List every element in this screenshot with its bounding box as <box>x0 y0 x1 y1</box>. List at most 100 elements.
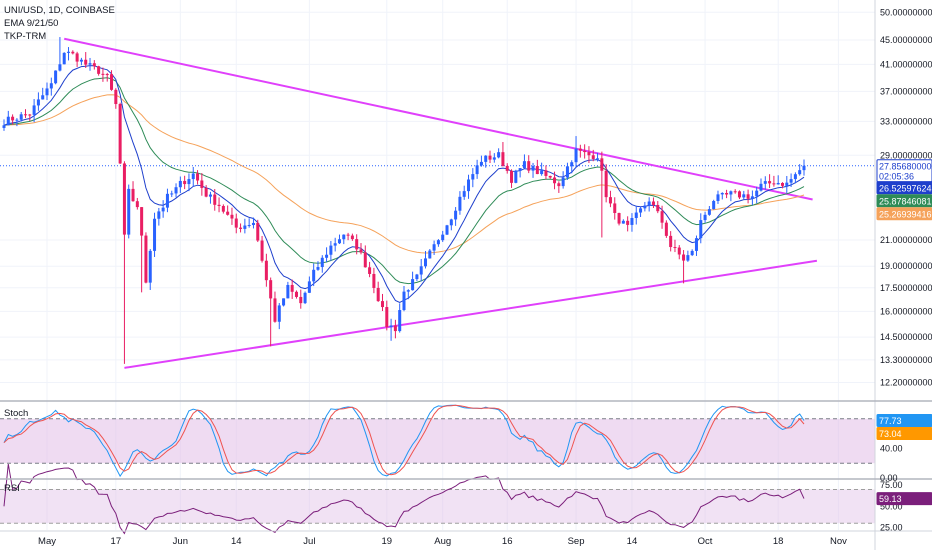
rsi-tick-label-0: 75.00 <box>880 480 903 490</box>
candle-body-4 <box>19 114 23 120</box>
y-tick-label-0: 50.00000000 <box>880 7 932 17</box>
candle-body-83 <box>359 249 363 253</box>
price-tag-2: 25.87846081 <box>876 194 932 208</box>
candle-body-125 <box>540 170 544 175</box>
candle-body-57 <box>247 225 251 227</box>
candle-body-55 <box>239 227 243 229</box>
candle-body-185 <box>798 170 802 175</box>
stoch-k-tag-text-0: 77.73 <box>879 416 902 426</box>
candle-body-116 <box>501 152 505 166</box>
candle-body-79 <box>342 234 346 240</box>
x-tick-label-9: 14 <box>627 536 638 547</box>
y-tick-label-9: 16.00000000 <box>880 306 932 316</box>
candle-body-147 <box>634 212 638 219</box>
candle-body-142 <box>613 203 617 214</box>
candle-body-91 <box>393 325 397 332</box>
price-tag-1-text-0: 26.52597624 <box>879 183 932 193</box>
candle-body-76 <box>329 245 333 255</box>
candle-body-173 <box>746 194 750 199</box>
y-tick-label-4: 33.00000000 <box>880 116 932 126</box>
candle-body-58 <box>251 222 255 226</box>
price-tag-3-text-0: 25.26939416 <box>879 209 932 219</box>
stoch-k-tag: 77.73 <box>876 413 932 427</box>
y-tick-label-3: 37.00000000 <box>880 86 932 96</box>
x-tick-label-10: Oct <box>698 536 713 547</box>
ema-legend[interactable]: EMA 9/21/50 <box>4 18 59 29</box>
candle-body-146 <box>630 218 634 225</box>
trendlines[interactable] <box>64 37 818 369</box>
candle-body-143 <box>617 213 621 224</box>
candle-body-126 <box>544 170 548 176</box>
rsi-legend[interactable]: RSI <box>4 483 20 494</box>
candle-body-169 <box>729 191 733 195</box>
stoch-d-tag-text-0: 73.04 <box>879 429 902 439</box>
candle-body-95 <box>411 279 415 291</box>
candle-body-154 <box>664 222 668 236</box>
price-tag-1-bg <box>876 181 932 195</box>
candle-body-167 <box>720 192 724 195</box>
candle-body-17 <box>75 53 79 62</box>
candle-body-174 <box>750 196 754 199</box>
candle-body-40 <box>174 187 178 194</box>
stoch-tick-label-1: 0.00 <box>880 473 898 483</box>
candle-body-31 <box>135 201 139 208</box>
stoch-d-tag: 73.04 <box>876 426 932 440</box>
candle-body-127 <box>548 175 552 178</box>
candle-body-112 <box>484 155 488 162</box>
candle-body-170 <box>733 191 737 193</box>
candle-body-186 <box>802 165 806 171</box>
candle-body-61 <box>264 260 268 281</box>
rsi-value-tag-text-0: 59.13 <box>879 494 902 504</box>
x-tick-label-3: 14 <box>231 536 242 547</box>
price-tag-3-bg <box>876 207 932 221</box>
stoch-k-line <box>3 404 805 478</box>
candle-body-45 <box>196 173 200 181</box>
y-tick-label-8: 17.50000000 <box>880 283 932 293</box>
tkp-legend[interactable]: TKP-TRM <box>4 31 47 42</box>
candle-body-177 <box>763 181 767 184</box>
candle-body-42 <box>183 180 187 185</box>
candle-body-103 <box>445 225 449 235</box>
candle-body-158 <box>682 254 686 261</box>
candle-body-16 <box>71 51 75 54</box>
candle-body-85 <box>368 267 372 274</box>
stoch-legend[interactable]: Stoch <box>4 408 29 419</box>
candle-body-113 <box>488 155 492 160</box>
candle-body-105 <box>454 210 458 220</box>
trendline-1 <box>124 259 818 369</box>
candle-body-51 <box>221 205 225 212</box>
y-tick-label-11: 13.30000000 <box>880 355 932 365</box>
candle-body-72 <box>312 269 316 282</box>
candle-body-182 <box>785 182 789 186</box>
chart-title: UNI/USD, 1D, COINBASE <box>4 5 115 16</box>
candle-body-165 <box>712 200 716 210</box>
candle-body-166 <box>716 194 720 201</box>
candle-body-56 <box>243 225 247 229</box>
rsi-tick-label-1: 50.00 <box>880 501 903 511</box>
candle-body-86 <box>372 273 376 288</box>
x-tick-label-12: Nov <box>830 536 847 547</box>
candle-body-118 <box>510 170 514 183</box>
candle-body-109 <box>471 174 475 180</box>
candle-body-8 <box>36 99 40 106</box>
candle-body-144 <box>621 220 625 224</box>
candle-body-77 <box>333 243 337 246</box>
candle-body-47 <box>204 187 208 197</box>
candle-body-184 <box>793 174 797 180</box>
candle-body-84 <box>363 252 367 268</box>
candle-body-10 <box>45 88 49 96</box>
candle-body-69 <box>299 296 303 304</box>
oscillator-bands <box>0 165 875 524</box>
candle-body-67 <box>290 284 294 292</box>
stoch-tick-label-0: 40.00 <box>880 443 903 453</box>
candle-body-50 <box>217 204 221 206</box>
x-tick-label-7: 16 <box>502 536 513 547</box>
candle-body-132 <box>570 162 574 167</box>
candle-body-145 <box>626 220 630 225</box>
candle-body-171 <box>737 191 741 198</box>
candle-body-90 <box>389 325 393 328</box>
x-tick-label-2: Jun <box>173 536 188 547</box>
candle-body-5 <box>24 114 28 116</box>
candle-body-131 <box>565 166 569 178</box>
